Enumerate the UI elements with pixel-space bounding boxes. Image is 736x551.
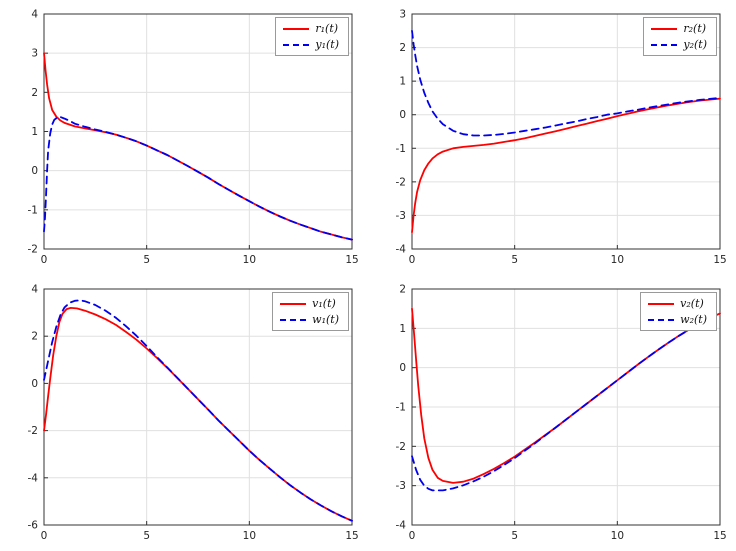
svg-text:-6: -6 xyxy=(28,520,39,532)
svg-text:0: 0 xyxy=(399,362,406,374)
legend-entry: v₂(t) xyxy=(648,297,707,310)
svg-text:-4: -4 xyxy=(396,520,407,532)
svg-text:2: 2 xyxy=(399,284,406,296)
svg-text:-4: -4 xyxy=(28,472,39,484)
svg-text:0: 0 xyxy=(31,378,38,390)
legend-entry: r₂(t) xyxy=(651,22,707,35)
svg-text:-2: -2 xyxy=(396,441,406,453)
legend-line-sample-solid xyxy=(283,27,310,30)
subplot-bottom-left: 0 5 10 15 -6 -4 -2 0 2 4 v₁(t) w₁(t) xyxy=(0,275,368,551)
svg-text:10: 10 xyxy=(611,530,624,542)
legend-box: r₂(t) y₂(t) xyxy=(643,17,717,56)
legend-box: v₁(t) w₁(t) xyxy=(272,292,349,331)
legend-entry: y₂(t) xyxy=(651,38,707,51)
subplot-top-left: 0 5 10 15 -2 -1 0 1 2 3 4 r₁(t) y₁(t) xyxy=(0,0,368,275)
svg-text:15: 15 xyxy=(713,530,726,542)
subplot-top-right: 0 5 10 15 -4 -3 -2 -1 0 1 2 3 r₂(t) y₂(t) xyxy=(368,0,736,275)
legend-line-sample-dashed xyxy=(648,318,675,321)
svg-text:-4: -4 xyxy=(396,244,407,256)
svg-text:5: 5 xyxy=(511,530,518,542)
svg-text:1: 1 xyxy=(399,323,406,335)
svg-text:4: 4 xyxy=(31,284,38,296)
legend-entry: y₁(t) xyxy=(283,38,339,51)
svg-text:5: 5 xyxy=(143,254,150,266)
plot-canvas-bottom-right: 0 5 10 15 -4 -3 -2 -1 0 1 2 xyxy=(396,284,727,543)
legend-box: v₂(t) w₂(t) xyxy=(640,292,717,331)
svg-text:1: 1 xyxy=(399,76,406,88)
svg-text:1: 1 xyxy=(31,126,38,138)
svg-text:-1: -1 xyxy=(28,204,38,216)
svg-text:10: 10 xyxy=(243,254,256,266)
legend-label: y₁(t) xyxy=(315,38,339,51)
svg-text:0: 0 xyxy=(399,109,406,121)
svg-text:-2: -2 xyxy=(28,244,38,256)
svg-text:-3: -3 xyxy=(396,210,406,222)
svg-text:-3: -3 xyxy=(396,480,406,492)
plot-canvas-top-left: 0 5 10 15 -2 -1 0 1 2 3 4 xyxy=(28,9,359,267)
svg-text:2: 2 xyxy=(31,87,38,99)
legend-entry: w₂(t) xyxy=(648,313,707,326)
svg-text:0: 0 xyxy=(409,530,416,542)
legend-entry: v₁(t) xyxy=(280,297,339,310)
legend-entry: w₁(t) xyxy=(280,313,339,326)
svg-text:3: 3 xyxy=(31,48,38,60)
legend-label: v₂(t) xyxy=(680,297,704,310)
svg-text:15: 15 xyxy=(713,254,726,266)
legend-line-sample-dashed xyxy=(651,43,678,46)
legend-line-sample-solid xyxy=(648,302,675,305)
svg-text:5: 5 xyxy=(143,530,150,542)
svg-text:-2: -2 xyxy=(28,425,38,437)
legend-line-sample-dashed xyxy=(283,43,310,46)
svg-text:15: 15 xyxy=(345,530,358,542)
svg-text:15: 15 xyxy=(345,254,358,266)
legend-entry: r₁(t) xyxy=(283,22,339,35)
svg-text:-1: -1 xyxy=(396,402,406,414)
legend-box: r₁(t) y₁(t) xyxy=(275,17,349,56)
legend-line-sample-solid xyxy=(651,27,678,30)
legend-label: y₂(t) xyxy=(683,38,707,51)
svg-text:10: 10 xyxy=(611,254,624,266)
svg-text:10: 10 xyxy=(243,530,256,542)
subplot-bottom-right: 0 5 10 15 -4 -3 -2 -1 0 1 2 v₂(t) w₂(t) xyxy=(368,275,736,551)
svg-text:0: 0 xyxy=(31,165,38,177)
svg-text:5: 5 xyxy=(511,254,518,266)
svg-text:0: 0 xyxy=(41,530,48,542)
legend-label: r₂(t) xyxy=(683,22,707,35)
svg-text:2: 2 xyxy=(31,331,38,343)
legend-label: w₁(t) xyxy=(312,313,339,326)
legend-label: r₁(t) xyxy=(315,22,339,35)
legend-label: w₂(t) xyxy=(680,313,707,326)
legend-label: v₁(t) xyxy=(312,297,336,310)
svg-text:3: 3 xyxy=(399,9,406,21)
svg-text:-1: -1 xyxy=(396,143,406,155)
legend-line-sample-dashed xyxy=(280,318,307,321)
svg-text:2: 2 xyxy=(399,42,406,54)
plot-canvas-top-right: 0 5 10 15 -4 -3 -2 -1 0 1 2 3 xyxy=(396,9,727,267)
svg-text:4: 4 xyxy=(31,9,38,21)
svg-text:-2: -2 xyxy=(396,176,406,188)
svg-text:0: 0 xyxy=(41,254,48,266)
legend-line-sample-solid xyxy=(280,302,307,305)
plot-canvas-bottom-left: 0 5 10 15 -6 -4 -2 0 2 4 xyxy=(28,284,359,543)
svg-text:0: 0 xyxy=(409,254,416,266)
